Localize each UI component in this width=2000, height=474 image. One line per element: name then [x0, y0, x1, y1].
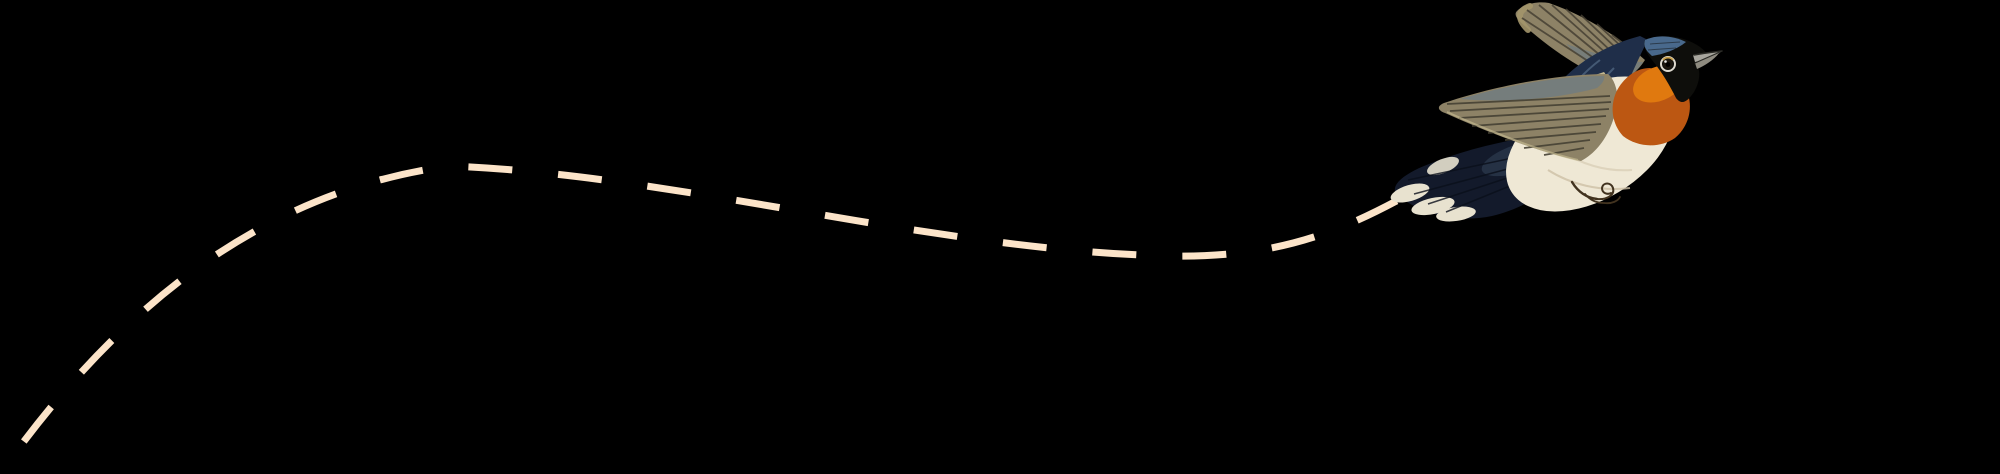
bird-eye — [1660, 56, 1676, 72]
crown-patch — [1644, 36, 1686, 56]
beak-gape-line — [1694, 51, 1721, 64]
foot-claw — [1584, 193, 1621, 205]
eye-glint — [1664, 60, 1667, 63]
far-wing-leading-edge — [1517, 3, 1533, 33]
near-wing-blue-wash — [1460, 76, 1605, 101]
flight-path — [0, 162, 1404, 474]
eye-amber-arc — [1662, 56, 1674, 61]
far-wing-feather-streaks — [1521, 4, 1641, 81]
bird-head — [1643, 36, 1708, 103]
tail-white-tip — [1436, 206, 1476, 222]
beak-ridge — [1693, 50, 1723, 56]
belly-shading — [1547, 169, 1631, 191]
near-wing-light-edge — [1446, 111, 1579, 161]
tail-white-tip — [1427, 156, 1459, 176]
bird-beak — [1693, 50, 1723, 69]
foot-claw-curl — [1596, 182, 1615, 201]
bird-near-wing — [1438, 74, 1618, 161]
near-wing-feather-streaks — [1446, 95, 1612, 156]
bird-feet — [1570, 180, 1621, 205]
foot-claw — [1570, 180, 1599, 201]
crown-streaks — [1647, 41, 1681, 51]
tail-feather-lines — [1407, 147, 1561, 213]
beak-lower — [1695, 53, 1719, 69]
eye-pupil — [1665, 62, 1671, 67]
tail-white-tip — [1390, 183, 1430, 203]
bird-illustration — [1390, 2, 1723, 222]
